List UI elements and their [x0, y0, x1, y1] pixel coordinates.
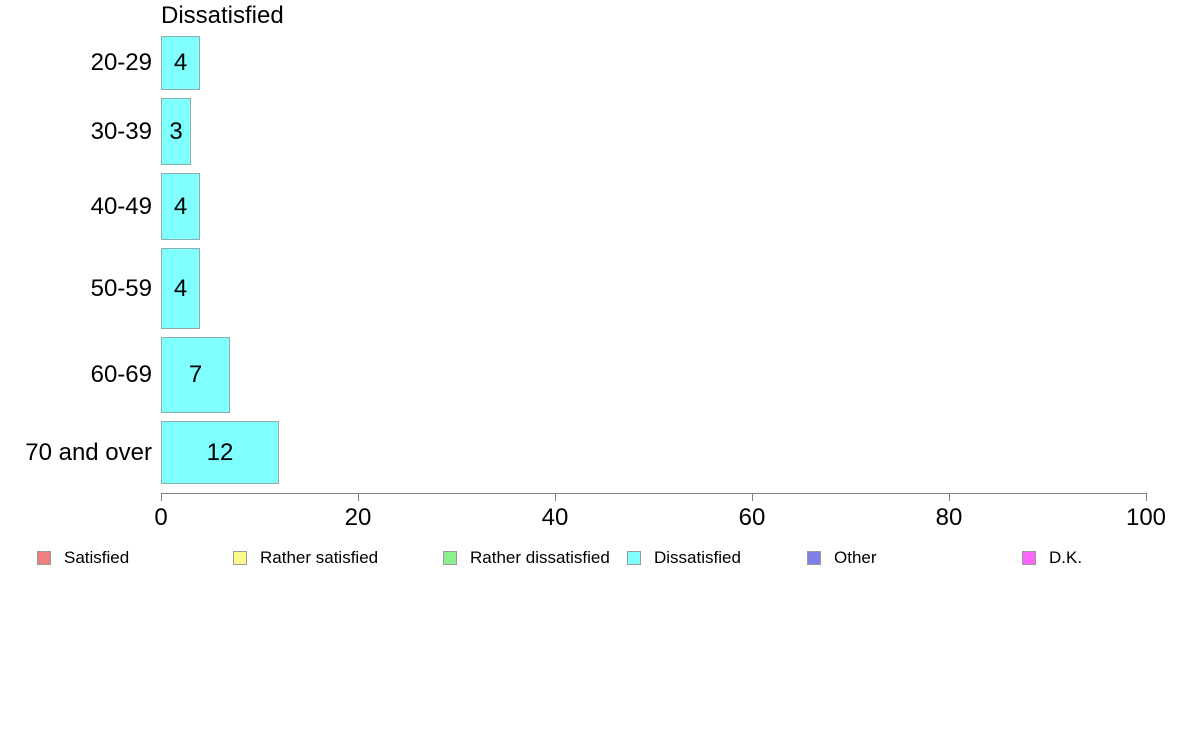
- legend-item: Dissatisfied: [627, 548, 741, 567]
- x-tick-label: 100: [1125, 504, 1167, 531]
- axis-line: [161, 493, 1146, 494]
- legend-swatch: [443, 551, 457, 565]
- category-label: 50-59: [90, 274, 152, 302]
- x-tick: [949, 493, 950, 501]
- category-label: 60-69: [90, 361, 152, 388]
- x-tick: [752, 493, 753, 501]
- legend-label: Satisfied: [64, 548, 130, 567]
- bar-value-label: 4: [173, 192, 188, 220]
- x-tick-label: 60: [738, 504, 766, 531]
- legend-label: Dissatisfied: [654, 548, 741, 567]
- bar-value-label: 7: [188, 361, 203, 388]
- legend-swatch: [37, 551, 51, 565]
- bar: 4: [161, 36, 200, 90]
- legend-item: Rather satisfied: [233, 548, 379, 567]
- bar: 4: [161, 248, 200, 329]
- bar: 4: [161, 173, 200, 240]
- x-tick-label: 80: [935, 504, 963, 531]
- category-label: 30-39: [90, 117, 152, 145]
- legend-item: Rather dissatisfied: [443, 548, 610, 567]
- legend-swatch: [807, 551, 821, 565]
- bar-value-label: 3: [169, 117, 183, 145]
- legend-swatch: [627, 551, 641, 565]
- x-tick: [161, 493, 162, 501]
- x-tick-label: 0: [154, 504, 168, 531]
- legend-label: Other: [834, 548, 877, 567]
- legend-swatch: [1022, 551, 1036, 565]
- chart-title: Dissatisfied: [161, 2, 284, 29]
- category-label: 70 and over: [25, 438, 152, 466]
- category-label: 40-49: [90, 192, 152, 220]
- x-tick: [358, 493, 359, 501]
- x-tick-label: 40: [541, 504, 569, 531]
- legend-label: D.K.: [1049, 548, 1083, 567]
- bar-value-label: 4: [173, 49, 188, 76]
- bar: 3: [161, 98, 191, 165]
- bar-value-label: 12: [206, 438, 234, 466]
- bar: 7: [161, 337, 230, 413]
- legend-swatch: [233, 551, 247, 565]
- category-label: 20-29: [90, 49, 152, 76]
- legend-item: Other: [807, 548, 877, 567]
- legend-item: D.K.: [1022, 548, 1083, 567]
- x-tick: [555, 493, 556, 501]
- x-tick: [1146, 493, 1147, 501]
- legend-item: Satisfied: [37, 548, 130, 567]
- legend-label: Rather satisfied: [260, 548, 379, 567]
- bar: 12: [161, 421, 279, 484]
- legend-label: Rather dissatisfied: [470, 548, 610, 567]
- x-tick-label: 20: [344, 504, 372, 531]
- bar-value-label: 4: [173, 274, 188, 302]
